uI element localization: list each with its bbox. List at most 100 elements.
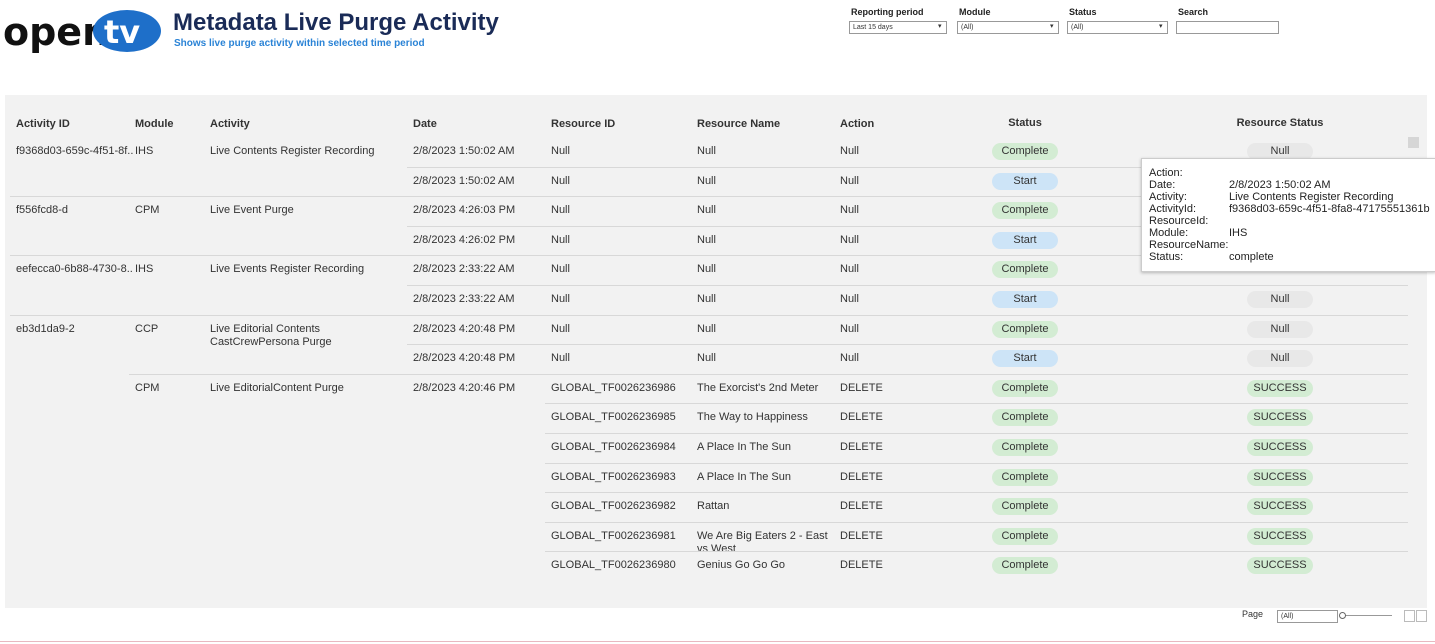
cell: Null: [840, 263, 859, 276]
pager-next[interactable]: [1416, 610, 1427, 622]
tooltip-label: Date:: [1149, 179, 1176, 191]
row-divider: [545, 462, 1408, 464]
tooltip-label: Action:: [1149, 167, 1183, 179]
cell: DELETE: [840, 500, 883, 513]
cell: DELETE: [840, 381, 883, 394]
cell: Null: [697, 352, 716, 365]
status-badge: Null: [1247, 350, 1313, 368]
dropdown-arrow: ▾: [1159, 23, 1163, 30]
status-badge: SUCCESS: [1247, 527, 1313, 545]
cell: GLOBAL_TF0026236980: [551, 559, 676, 572]
cell: f9368d03-659c-4f51-8f..: [16, 145, 134, 157]
row-divider: [10, 314, 1408, 316]
status-badge: SUCCESS: [1247, 409, 1313, 427]
filter-select[interactable]: (All): [957, 21, 1059, 34]
cell: Null: [697, 293, 716, 305]
cell: Rattan: [697, 500, 730, 513]
row-divider: [407, 166, 1408, 168]
column-header[interactable]: Module: [135, 118, 174, 130]
cell: Null: [697, 145, 716, 157]
status-badge: Complete: [992, 527, 1058, 545]
row-divider: [129, 373, 1408, 375]
row-divider: [545, 492, 1408, 494]
cell: Null: [697, 174, 716, 187]
tooltip-value: f9368d03-659c-4f51-8fa8-47175551361b: [1229, 203, 1430, 215]
cell: Null: [840, 322, 859, 335]
subtitle: Shows live purge activity within selecte…: [174, 38, 425, 49]
row-divider: [545, 551, 1408, 553]
column-header[interactable]: Date: [413, 118, 437, 130]
row-divider: [407, 344, 1408, 346]
pager-prev[interactable]: [1404, 610, 1415, 622]
cell: DELETE: [840, 441, 883, 453]
status-badge: Null: [1247, 143, 1313, 160]
cell: Null: [551, 174, 570, 187]
cell: Null: [551, 204, 570, 217]
status-badge: Complete: [992, 498, 1058, 516]
filter-select[interactable]: Last 15 days: [849, 21, 947, 34]
logo: open tv: [3, 10, 161, 54]
cell: f556fcd8-d: [16, 204, 68, 217]
cell: Null: [697, 204, 716, 217]
row-divider: [10, 196, 1408, 198]
tooltip-label: Status:: [1149, 251, 1184, 263]
filter-label: Search: [1178, 7, 1209, 17]
filter-select[interactable]: (All): [1067, 21, 1168, 34]
cell: Null: [840, 233, 859, 246]
column-header[interactable]: Resource Status: [1236, 117, 1324, 129]
column-header[interactable]: Resource ID: [551, 118, 616, 130]
tooltip-label: ActivityId:: [1149, 203, 1197, 215]
column-header[interactable]: Action: [840, 118, 875, 130]
filter-label: Status: [1069, 7, 1097, 17]
status-badge: Start: [992, 350, 1058, 368]
filter-label: Module: [959, 7, 991, 17]
logo-circle: [93, 10, 161, 52]
status-badge: Complete: [992, 439, 1058, 456]
cell: Null: [697, 233, 716, 246]
cell: Live Event Purge: [210, 204, 294, 217]
cell: Null: [551, 322, 570, 335]
status-badge: Complete: [992, 557, 1058, 575]
pager-knob[interactable]: [1339, 612, 1346, 619]
row-divider: [407, 285, 1408, 286]
pager-label: Page: [1242, 609, 1264, 619]
tooltip-label: ResourceId:: [1149, 215, 1209, 227]
dropdown-arrow: ▾: [1050, 23, 1054, 30]
cell: Null: [551, 145, 570, 157]
cell: A Place In The Sun: [697, 470, 791, 483]
cell: Null: [697, 322, 716, 335]
cell: GLOBAL_TF0026236982: [551, 500, 676, 513]
column-header[interactable]: Activity ID: [16, 118, 70, 130]
cell: GLOBAL_TF0026236985: [551, 411, 676, 424]
status-badge: Null: [1247, 291, 1313, 308]
row-divider: [10, 255, 1408, 257]
cell: The Exorcist's 2nd Meter: [697, 381, 819, 394]
cell: Live Contents Register Recording: [210, 145, 375, 157]
cell: GLOBAL_TF0026236983: [551, 470, 676, 483]
status-badge: Start: [992, 291, 1058, 308]
column-header[interactable]: Resource Name: [697, 118, 781, 130]
column-header[interactable]: Status: [1008, 117, 1042, 129]
status-badge: Complete: [992, 143, 1058, 160]
status-badge: Complete: [992, 261, 1058, 279]
status-badge: SUCCESS: [1247, 557, 1313, 575]
cell: 2/8/2023 2:33:22 AM: [413, 263, 515, 276]
status-badge: SUCCESS: [1247, 468, 1313, 486]
cell: Null: [551, 352, 570, 365]
cell: DELETE: [840, 411, 883, 424]
cell: 2/8/2023 4:20:46 PM: [413, 381, 516, 394]
tooltip-label: ResourceName:: [1149, 239, 1229, 251]
status-badge: Complete: [992, 379, 1058, 397]
search-input[interactable]: [1176, 21, 1279, 34]
cell: DELETE: [840, 470, 883, 483]
pager-select[interactable]: (All): [1277, 610, 1338, 623]
logo-open: open: [3, 10, 109, 54]
status-badge: Complete: [992, 320, 1058, 338]
row-divider: [407, 225, 1408, 227]
cell: IHS: [135, 145, 154, 157]
scrollbar: [1408, 137, 1419, 148]
dropdown-arrow: ▾: [938, 23, 942, 30]
column-header[interactable]: Activity: [210, 118, 250, 130]
cell: Null: [840, 204, 859, 217]
